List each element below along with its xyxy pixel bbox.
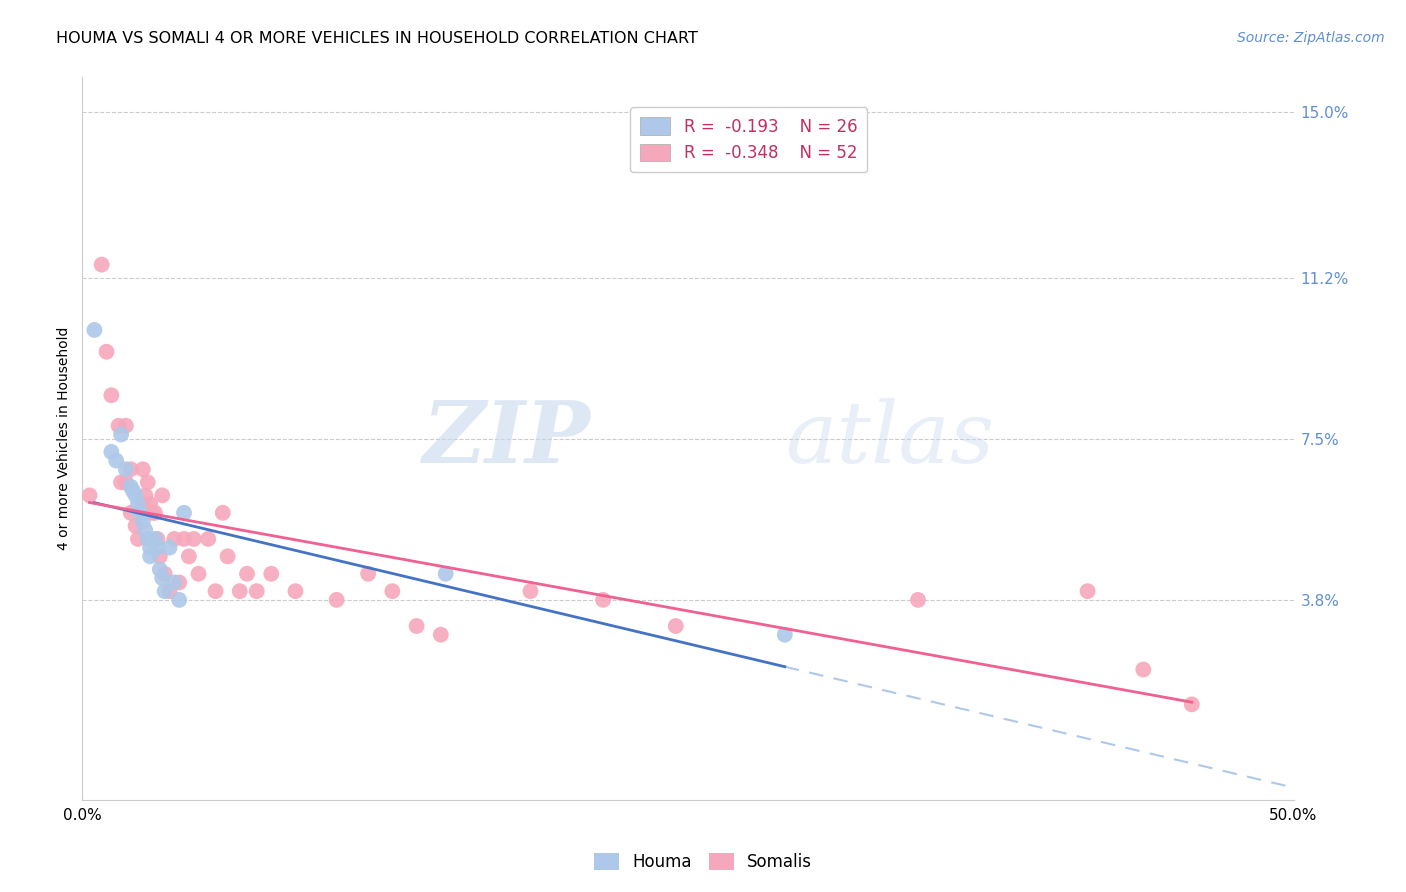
Point <box>100 388 122 402</box>
Point <box>204 584 226 599</box>
Point <box>150 488 173 502</box>
Point <box>129 506 152 520</box>
Point <box>136 532 159 546</box>
Point <box>236 566 259 581</box>
Point <box>120 506 142 520</box>
Point <box>124 519 146 533</box>
Point <box>173 506 195 520</box>
Point <box>167 593 190 607</box>
Point <box>134 523 156 537</box>
Point <box>127 497 149 511</box>
Legend: Houma, Somalis: Houma, Somalis <box>586 845 820 880</box>
Point <box>90 258 112 272</box>
Point <box>132 515 155 529</box>
Point <box>83 323 105 337</box>
Point <box>405 619 427 633</box>
Point <box>136 475 159 490</box>
Point <box>124 488 146 502</box>
Point <box>197 532 219 546</box>
Point <box>115 475 138 490</box>
Point <box>141 506 163 520</box>
Point <box>665 619 688 633</box>
Point <box>173 532 195 546</box>
Point <box>79 488 101 502</box>
Point <box>163 532 186 546</box>
Point <box>592 593 614 607</box>
Point <box>143 506 166 520</box>
Point <box>105 453 128 467</box>
Point <box>110 427 132 442</box>
Point <box>132 497 155 511</box>
Point <box>357 566 380 581</box>
Point <box>115 462 138 476</box>
Point <box>149 562 172 576</box>
Point <box>519 584 541 599</box>
Point <box>159 541 181 555</box>
Point <box>143 532 166 546</box>
Point <box>217 549 239 564</box>
Point <box>183 532 205 546</box>
Point <box>146 541 169 555</box>
Text: ZIP: ZIP <box>423 397 591 481</box>
Point <box>177 549 200 564</box>
Point <box>1077 584 1099 599</box>
Point <box>434 566 457 581</box>
Point <box>139 549 162 564</box>
Point <box>153 584 176 599</box>
Point <box>167 575 190 590</box>
Point <box>120 480 142 494</box>
Point <box>773 628 796 642</box>
Point <box>907 593 929 607</box>
Point <box>115 418 138 433</box>
Point <box>1132 663 1154 677</box>
Point <box>100 445 122 459</box>
Point <box>1181 698 1204 712</box>
Point <box>381 584 404 599</box>
Point <box>187 566 209 581</box>
Point <box>150 571 173 585</box>
Point <box>159 584 181 599</box>
Point <box>246 584 269 599</box>
Point <box>163 575 186 590</box>
Point <box>229 584 252 599</box>
Y-axis label: 4 or more Vehicles in Household: 4 or more Vehicles in Household <box>58 327 72 550</box>
Point <box>153 566 176 581</box>
Text: Source: ZipAtlas.com: Source: ZipAtlas.com <box>1237 31 1385 45</box>
Point <box>260 566 283 581</box>
Point <box>132 462 155 476</box>
Point <box>120 462 142 476</box>
Point <box>146 532 169 546</box>
Point <box>96 344 118 359</box>
Point <box>139 497 162 511</box>
Text: atlas: atlas <box>785 398 994 480</box>
Point <box>127 532 149 546</box>
Point <box>134 488 156 502</box>
Point <box>122 483 145 498</box>
Point <box>139 541 162 555</box>
Point <box>107 418 129 433</box>
Point <box>325 593 347 607</box>
Legend: R =  -0.193    N = 26, R =  -0.348    N = 52: R = -0.193 N = 26, R = -0.348 N = 52 <box>630 107 868 172</box>
Point <box>149 549 172 564</box>
Point <box>134 506 156 520</box>
Point <box>110 475 132 490</box>
Text: HOUMA VS SOMALI 4 OR MORE VEHICLES IN HOUSEHOLD CORRELATION CHART: HOUMA VS SOMALI 4 OR MORE VEHICLES IN HO… <box>56 31 699 46</box>
Point <box>284 584 307 599</box>
Point <box>211 506 233 520</box>
Point <box>430 628 453 642</box>
